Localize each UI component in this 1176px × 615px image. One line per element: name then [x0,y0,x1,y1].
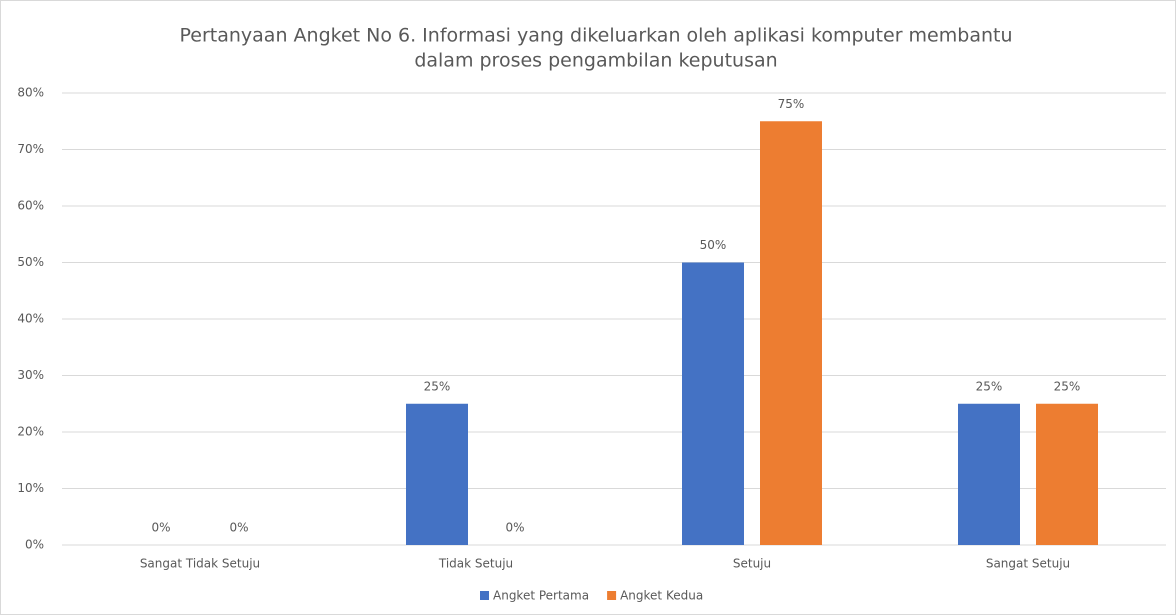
data-label: 0% [229,521,248,535]
data-label: 50% [700,238,727,252]
data-label: 25% [1054,379,1081,393]
x-tick-label: Sangat Tidak Setuju [140,557,260,571]
x-tick-label: Setuju [733,557,771,571]
y-tick-label: 40% [17,312,44,326]
bar [682,262,744,545]
data-label: 25% [424,379,451,393]
legend-label: Angket Kedua [620,589,703,603]
data-label: 0% [151,521,170,535]
y-tick-label: 60% [17,199,44,213]
x-tick-label: Sangat Setuju [986,557,1070,571]
y-tick-label: 80% [17,86,44,100]
data-label: 0% [505,521,524,535]
legend-swatch [607,591,617,600]
y-tick-label: 70% [17,142,44,156]
y-tick-label: 0% [25,538,44,552]
bar [1036,403,1098,545]
y-tick-label: 20% [17,425,44,439]
bar [406,403,468,545]
y-tick-label: 10% [17,481,44,495]
data-label: 75% [778,97,805,111]
bar [958,403,1020,545]
legend-label: Angket Pertama [493,589,589,603]
chart-title: dalam proses pengambilan keputusan [414,50,777,72]
chart-title: Pertanyaan Angket No 6. Informasi yang d… [180,25,1013,47]
x-tick-label: Tidak Setuju [438,557,513,571]
data-label: 25% [976,379,1003,393]
bar [760,121,822,545]
legend-swatch [480,591,489,600]
y-tick-label: 30% [17,368,44,382]
y-tick-label: 50% [17,255,44,269]
